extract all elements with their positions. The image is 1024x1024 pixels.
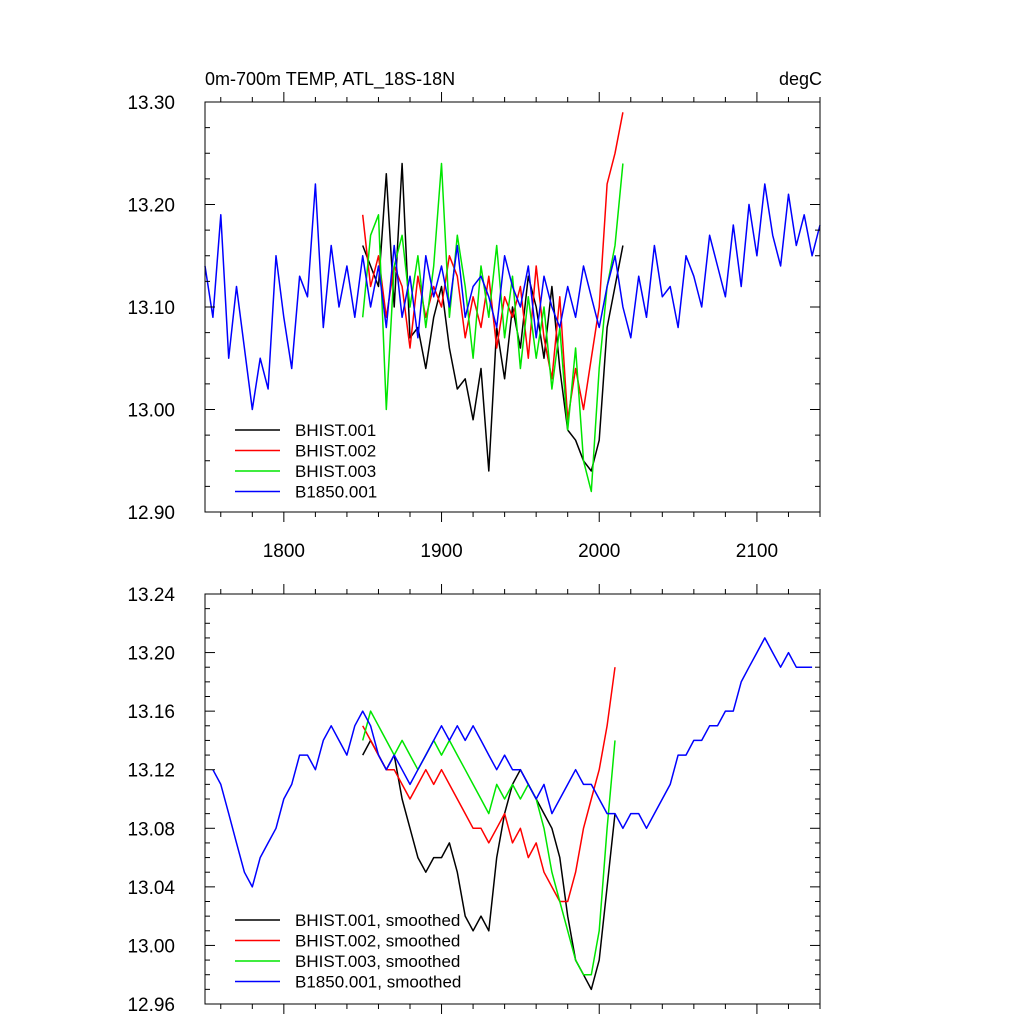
- top-panel-units: degC: [779, 69, 822, 89]
- top-panel-axes: 12.90 13.00 13.10 13.20 13.30 1800 1900 2000 210…: [127, 92, 821, 562]
- series-line-b1850-001: [204, 183, 821, 411]
- legend-label: BHIST.002: [295, 442, 376, 461]
- y-tick-label: 13.10: [127, 298, 175, 319]
- bottom-panel-legend: BHIST.001, smoothed BHIST.002, smoothedBH…: [235, 911, 461, 992]
- legend-label: BHIST.001, smoothed: [295, 911, 460, 930]
- x-tick-label: 1800: [263, 541, 305, 562]
- y-tick-label: 12.90: [127, 503, 175, 524]
- x-tick-label: 1900: [420, 541, 462, 562]
- y-tick-label: 13.16: [127, 702, 175, 723]
- series-line-b1850-001-smoothed: [212, 637, 813, 888]
- series-line-bhist-001: [362, 162, 624, 472]
- top-panel: 0m-700m TEMP, ATL_18S-18N degC 12.90 13.0…: [127, 69, 822, 562]
- y-tick-label: 12.96: [127, 995, 175, 1016]
- series-line-bhist-001-smoothed: [362, 739, 616, 991]
- top-panel-series-layer: [204, 112, 821, 493]
- legend-label: B1850.001, smoothed: [295, 973, 461, 992]
- y-tick-label: 13.08: [127, 819, 175, 840]
- x-tick-label: 2000: [578, 541, 620, 562]
- y-tick-label: 13.00: [127, 936, 175, 957]
- legend-label: B1850.001: [295, 483, 377, 502]
- top-panel-title: 0m-700m TEMP, ATL_18S-18N: [205, 69, 455, 90]
- legend-label: BHIST.001: [295, 421, 376, 440]
- y-tick-label: 13.24: [127, 585, 175, 606]
- series-line-bhist-002-smoothed: [362, 667, 616, 903]
- series-line-bhist-003-smoothed: [361, 710, 616, 976]
- y-tick-label: 13.00: [127, 401, 175, 422]
- bottom-panel-series-layer: [212, 637, 813, 991]
- y-tick-label: 13.04: [127, 878, 175, 899]
- x-tick-label: 2100: [736, 541, 778, 562]
- legend-label: BHIST.003: [295, 462, 376, 481]
- y-tick-label: 13.20: [127, 196, 175, 217]
- bottom-panel: 12.96 13.00 13.04 13.08 13.12 13.16 13.20 13.24…: [127, 584, 821, 1016]
- y-tick-label: 13.20: [127, 644, 175, 665]
- y-tick-label: 13.30: [127, 93, 175, 114]
- bottom-panel-axes: 12.96 13.00 13.04 13.08 13.12 13.16 13.20 13.24: [127, 584, 821, 1016]
- legend-label: BHIST.002, smoothed: [295, 932, 460, 951]
- y-tick-label: 13.12: [127, 761, 175, 782]
- legend-label: BHIST.003, smoothed: [295, 952, 460, 971]
- series-line-bhist-003: [361, 162, 624, 493]
